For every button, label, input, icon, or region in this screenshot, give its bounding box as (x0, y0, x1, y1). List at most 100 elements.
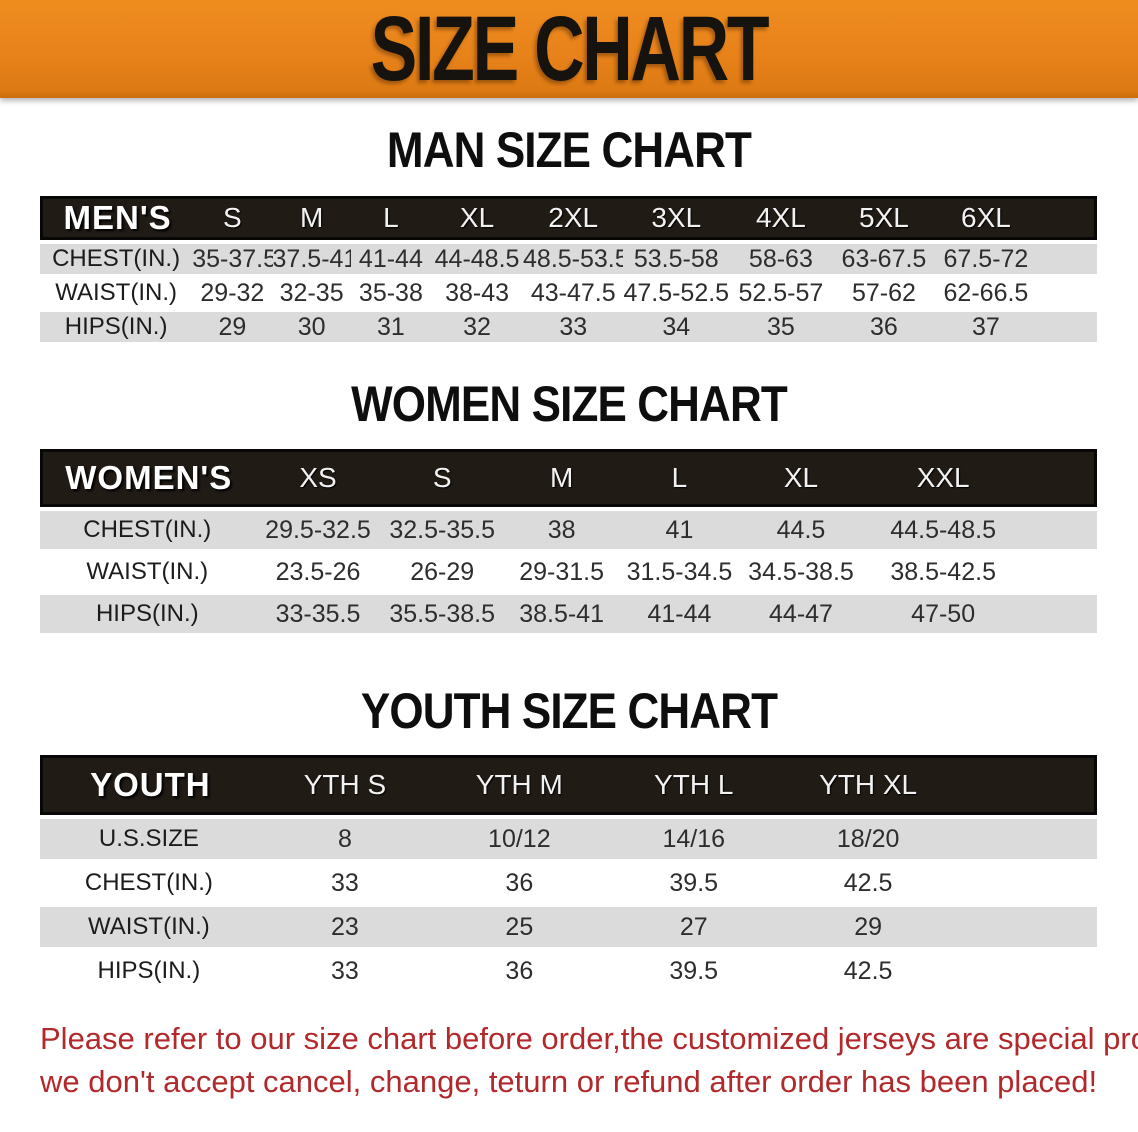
size-column-header: S (381, 449, 503, 507)
row-filler-cell (1036, 244, 1097, 274)
size-column-header: YTH L (606, 755, 781, 815)
measurement-cell: 44.5-48.5 (863, 511, 1023, 549)
women-size-table: WOMEN'S XS S M L XL XXL CHEST(IN.) 29.5-32.5 32.5… (40, 445, 1097, 637)
measurement-cell: 37 (935, 312, 1037, 342)
measurement-cell: 42.5 (780, 863, 956, 903)
measurement-cell: 31.5-34.5 (620, 553, 739, 591)
size-column-header: L (620, 449, 739, 507)
measurement-cell: 47-50 (863, 595, 1023, 633)
measurement-cell: 35-38 (350, 278, 432, 308)
measurement-cell: 33-35.5 (254, 595, 382, 633)
row-filler-cell (955, 951, 1097, 991)
measurement-cell: 29.5-32.5 (254, 511, 382, 549)
measurement-cell: 34.5-38.5 (738, 553, 864, 591)
measurement-row: HIPS(IN.) 33-35.5 35.5-38.5 38.5-41 41-44 44-… (40, 595, 1097, 633)
men-size-table-wrap: MEN'S S M L XL 2XL 3XL 4XL 5XL 6XL CHEST(IN.) 35-37… (0, 192, 1138, 346)
measurement-row: CHEST(IN.) 29.5-32.5 32.5-35.5 38 41 44.5 44.5… (40, 511, 1097, 549)
youth-size-table-wrap: YOUTH YTH S YTH M YTH L YTH XL U.S.SIZE 8 10/12… (0, 751, 1138, 995)
banner-title: SIZE CHART (370, 0, 770, 100)
row-filler-cell (1022, 595, 1097, 633)
measurement-cell: 41 (620, 511, 739, 549)
measurement-cell: 41-44 (350, 244, 432, 274)
measurement-row: WAIST(IN.) 29-32 32-35 35-38 38-43 43-47.5 47.… (40, 278, 1097, 308)
row-label-cell: WAIST(IN.) (40, 907, 258, 947)
size-chart-banner: SIZE CHART (0, 0, 1138, 98)
measurement-cell: 48.5-53.5 (523, 244, 624, 274)
row-filler-cell (1022, 553, 1097, 591)
measurement-cell: 41-44 (620, 595, 739, 633)
table-header-row: WOMEN'S XS S M L XL XXL (40, 449, 1097, 507)
size-column-header: 4XL (729, 196, 833, 240)
measurement-cell: 35 (729, 312, 833, 342)
row-filler-cell (955, 907, 1097, 947)
measurement-row: WAIST(IN.) 23.5-26 26-29 29-31.5 31.5-34.5 34… (40, 553, 1097, 591)
measurement-cell: 43-47.5 (523, 278, 624, 308)
measurement-row: HIPS(IN.) 33 36 39.5 42.5 (40, 951, 1097, 991)
measurement-cell: 33 (257, 951, 433, 991)
measurement-cell: 58-63 (729, 244, 833, 274)
measurement-cell: 32 (431, 312, 524, 342)
order-disclaimer: Please refer to our size chart before or… (0, 1017, 1138, 1103)
measurement-cell: 53.5-58 (623, 244, 730, 274)
size-column-header: XS (254, 449, 382, 507)
table-header-row: YOUTH YTH S YTH M YTH L YTH XL (40, 755, 1097, 815)
measurement-cell: 29-31.5 (502, 553, 621, 591)
row-filler-cell (1036, 278, 1097, 308)
measurement-cell: 38.5-41 (502, 595, 621, 633)
disclaimer-line-2: we don't accept cancel, change, teturn o… (40, 1064, 1098, 1099)
size-column-header: XL (431, 196, 524, 240)
size-column-header: YTH S (257, 755, 433, 815)
size-column-header: 6XL (935, 196, 1037, 240)
measurement-cell: 44-48.5 (431, 244, 524, 274)
disclaimer-line-1: Please refer to our size chart before or… (40, 1021, 1138, 1056)
size-column-header: YTH M (432, 755, 607, 815)
size-column-header: M (502, 449, 621, 507)
man-size-chart-heading: MAN SIZE CHART (386, 122, 752, 178)
measurement-row: CHEST(IN.) 35-37.5 37.5-41 41-44 44-48.5 48.5… (40, 244, 1097, 274)
row-label-cell: CHEST(IN.) (40, 511, 255, 549)
youth-size-chart-heading: YOUTH SIZE CHART (360, 683, 778, 739)
measurement-cell: 35-37.5 (192, 244, 273, 274)
measurement-row: U.S.SIZE 8 10/12 14/16 18/20 (40, 819, 1097, 859)
size-column-header: S (192, 196, 273, 240)
measurement-cell: 29-32 (192, 278, 273, 308)
measurement-row: CHEST(IN.) 33 36 39.5 42.5 (40, 863, 1097, 903)
row-filler-cell (1022, 511, 1097, 549)
header-filler-cell (1036, 196, 1097, 240)
measurement-cell: 10/12 (432, 819, 607, 859)
measurement-cell: 25 (432, 907, 607, 947)
row-filler-cell (955, 863, 1097, 903)
size-column-header: XL (738, 449, 864, 507)
measurement-cell: 33 (257, 863, 433, 903)
row-label-cell: CHEST(IN.) (40, 863, 258, 903)
size-column-header: 3XL (623, 196, 730, 240)
measurement-cell: 32-35 (272, 278, 351, 308)
measurement-cell: 31 (350, 312, 432, 342)
table-title-cell: YOUTH (40, 755, 258, 815)
size-column-header: 5XL (832, 196, 936, 240)
measurement-cell: 30 (272, 312, 351, 342)
measurement-cell: 39.5 (606, 951, 781, 991)
measurement-cell: 26-29 (381, 553, 503, 591)
measurement-row: HIPS(IN.) 29 30 31 32 33 34 35 36 37 (40, 312, 1097, 342)
row-label-cell: CHEST(IN.) (40, 244, 193, 274)
measurement-cell: 33 (523, 312, 624, 342)
measurement-cell: 18/20 (780, 819, 956, 859)
measurement-cell: 38.5-42.5 (863, 553, 1023, 591)
measurement-cell: 14/16 (606, 819, 781, 859)
measurement-cell: 34 (623, 312, 730, 342)
measurement-cell: 36 (832, 312, 936, 342)
row-label-cell: U.S.SIZE (40, 819, 258, 859)
measurement-cell: 32.5-35.5 (381, 511, 503, 549)
size-column-header: XXL (863, 449, 1023, 507)
table-title-cell: MEN'S (40, 196, 193, 240)
measurement-cell: 35.5-38.5 (381, 595, 503, 633)
row-filler-cell (1036, 312, 1097, 342)
size-column-header: YTH XL (780, 755, 956, 815)
measurement-cell: 39.5 (606, 863, 781, 903)
header-filler-cell (1022, 449, 1097, 507)
measurement-cell: 36 (432, 863, 607, 903)
table-header-row: MEN'S S M L XL 2XL 3XL 4XL 5XL 6XL (40, 196, 1097, 240)
table-title-cell: WOMEN'S (40, 449, 255, 507)
measurement-cell: 37.5-41 (272, 244, 351, 274)
